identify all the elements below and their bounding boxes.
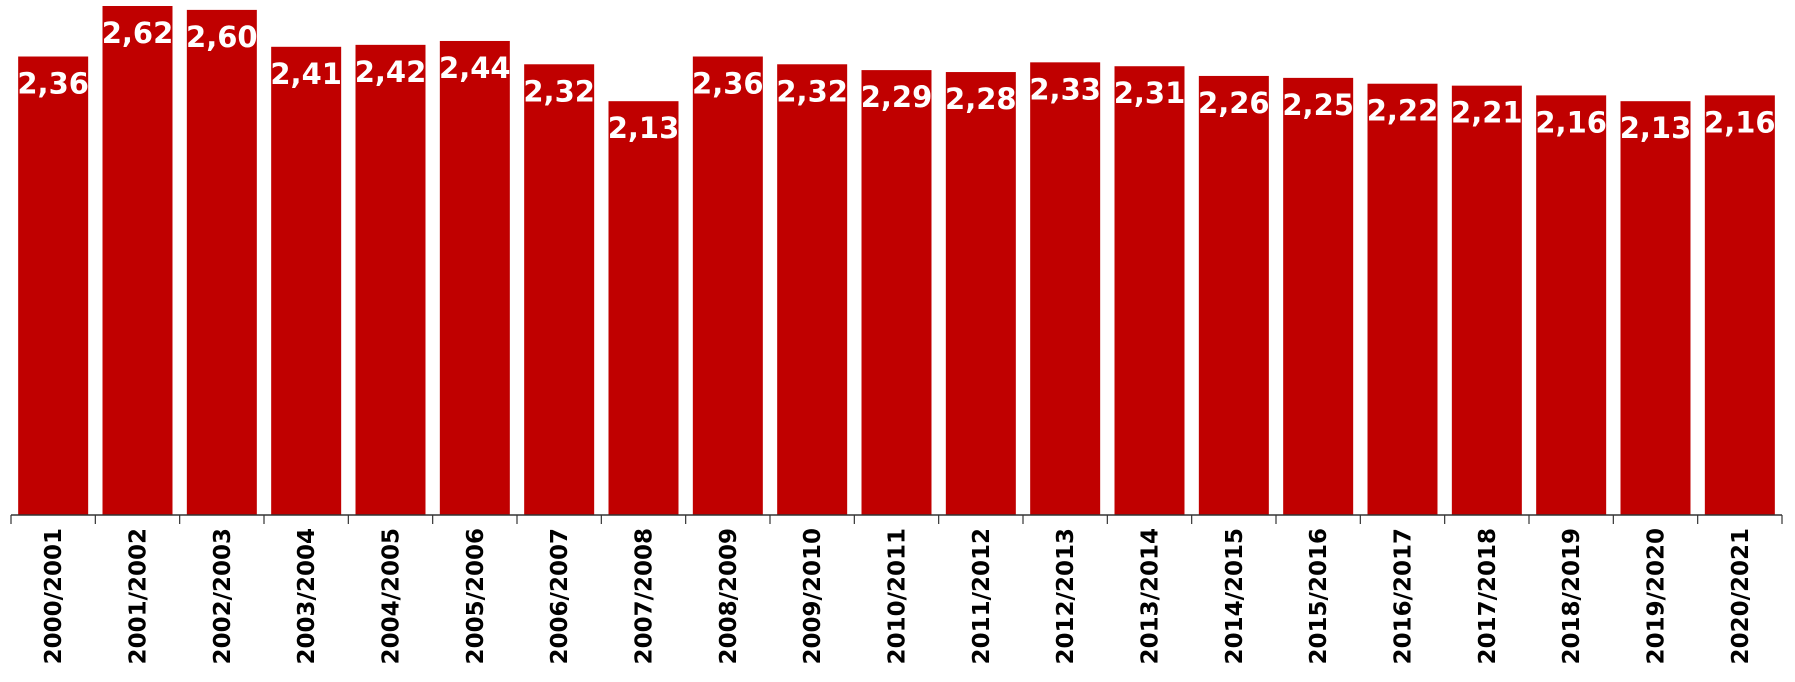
x-tick-label: 2019/2020 — [1644, 528, 1670, 664]
bar-value-label: 2,22 — [1367, 94, 1439, 128]
x-tick-label: 2011/2012 — [969, 528, 995, 664]
bar-2015-2016 — [1283, 77, 1354, 515]
x-tick-label: 2016/2017 — [1391, 528, 1417, 664]
bar-value-label: 2,28 — [945, 82, 1017, 116]
bar-value-label: 2,33 — [1029, 72, 1101, 106]
x-tick-label: 2002/2003 — [210, 528, 236, 664]
x-tick-label: 2001/2002 — [126, 528, 152, 664]
x-tick-label: 2005/2006 — [463, 528, 489, 664]
x-tick-label: 2007/2008 — [632, 528, 658, 664]
value-labels-layer: 2,36 2,62 2,60 2,41 2,42 2,44 2,32 2,13 2,36 2,32… — [17, 16, 1775, 145]
x-tick-label: 2009/2010 — [800, 528, 826, 664]
bar-2002-2003 — [186, 9, 257, 515]
bar-value-label: 2,41 — [270, 57, 342, 91]
bar-value-label: 2,25 — [1282, 88, 1354, 122]
bar-2003-2004 — [271, 46, 342, 516]
bar-2011-2012 — [945, 72, 1016, 516]
bar-value-label: 2,32 — [523, 74, 595, 108]
bar-2000-2001 — [18, 56, 89, 515]
x-tick-label: 2008/2009 — [716, 528, 742, 664]
x-tick-label: 2013/2014 — [1138, 528, 1164, 664]
bars-layer — [18, 6, 1775, 516]
bar-2007-2008 — [608, 101, 679, 515]
bar-2016-2017 — [1367, 83, 1438, 516]
x-tick-label: 2018/2019 — [1559, 528, 1585, 664]
bar-value-label: 2,16 — [1704, 105, 1776, 139]
bar-value-label: 2,29 — [861, 80, 933, 114]
bar-2001-2002 — [102, 6, 173, 515]
bar-value-label: 2,13 — [608, 111, 680, 145]
bar-value-label: 2,36 — [692, 67, 764, 101]
x-tick-label: 2012/2013 — [1053, 528, 1079, 664]
x-tick-label: 2017/2018 — [1475, 528, 1501, 664]
bar-2014-2015 — [1198, 75, 1269, 515]
bar-value-label: 2,13 — [1620, 111, 1692, 145]
x-tick-label: 2014/2015 — [1222, 528, 1248, 664]
bar-2013-2014 — [1114, 66, 1185, 515]
bar-value-label: 2,62 — [102, 16, 174, 50]
bar-value-label: 2,31 — [1114, 76, 1186, 110]
x-tick-label: 2004/2005 — [379, 528, 405, 664]
x-tick-label: 2006/2007 — [547, 528, 573, 664]
bar-value-label: 2,26 — [1198, 86, 1270, 120]
bar-2020-2021 — [1704, 95, 1775, 516]
bar-value-label: 2,36 — [17, 67, 89, 101]
bar-value-label: 2,21 — [1451, 96, 1523, 130]
bar-value-label: 2,32 — [776, 74, 848, 108]
bar-value-label: 2,42 — [355, 55, 427, 89]
bar-value-label: 2,16 — [1535, 105, 1607, 139]
bar-2006-2007 — [524, 64, 595, 515]
x-tick-label: 2010/2011 — [885, 528, 911, 664]
x-tick-label: 2003/2004 — [294, 528, 320, 664]
bar-value-label: 2,44 — [439, 51, 511, 85]
bar-2009-2010 — [777, 64, 848, 515]
bar-2008-2009 — [692, 56, 763, 515]
bar-2019-2020 — [1620, 101, 1691, 515]
bar-value-label: 2,60 — [186, 20, 258, 54]
x-tick-label: 2015/2016 — [1306, 528, 1332, 664]
bar-2012-2013 — [1030, 62, 1101, 516]
x-tick-label: 2000/2001 — [41, 528, 67, 664]
x-axis — [10, 514, 1783, 524]
x-tick-labels: 2000/2001 2001/2002 2002/2003 2003/2004 2004… — [41, 528, 1754, 664]
x-tick-label: 2020/2021 — [1728, 528, 1754, 664]
bar-2005-2006 — [439, 40, 510, 515]
bar-2010-2011 — [861, 70, 932, 516]
bar-2018-2019 — [1536, 95, 1607, 516]
bar-2004-2005 — [355, 44, 426, 515]
bar-2017-2018 — [1451, 85, 1522, 516]
